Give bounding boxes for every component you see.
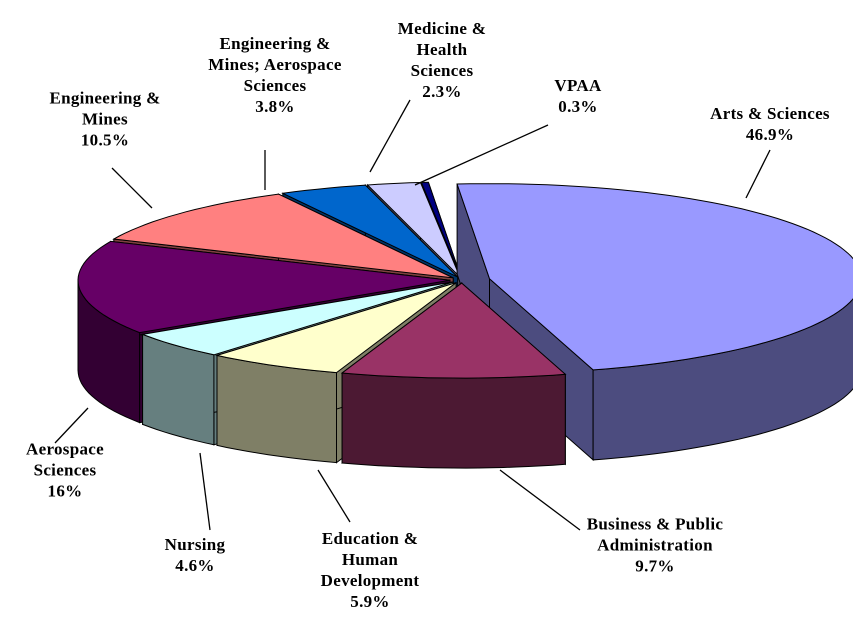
- slice-top: [366, 181, 461, 278]
- slice-top: [77, 240, 451, 334]
- slice-top: [420, 181, 462, 278]
- slice-label: Engineering & Mines 10.5%: [35, 88, 175, 151]
- slice-label: Nursing 4.6%: [140, 534, 250, 576]
- slice-top: [340, 282, 567, 379]
- slice-label: Business & Public Administration 9.7%: [560, 514, 750, 577]
- value-label: 9.7%: [635, 556, 675, 576]
- slice-top: [281, 184, 459, 278]
- pie-slice: [340, 281, 567, 469]
- value-label: 3.8%: [255, 97, 295, 116]
- slice-top: [215, 282, 457, 374]
- slice-label: Engineering & Mines; Aerospace Sciences 3…: [208, 33, 343, 117]
- slice-wall: [341, 372, 566, 469]
- slice-label: Medicine & Health Sciences 2.3%: [387, 18, 497, 102]
- category-label: Nursing: [164, 535, 226, 554]
- slice-label: Arts & Sciences 46.9%: [685, 103, 853, 145]
- slice-top: [112, 193, 454, 279]
- value-label: 10.5%: [80, 130, 130, 150]
- leader-line: [414, 124, 549, 186]
- slice-top: [140, 281, 454, 356]
- leader-line: [499, 469, 581, 531]
- leader-line: [369, 99, 411, 173]
- value-label: 0.3%: [558, 97, 598, 116]
- leader-line: [745, 149, 771, 199]
- category-label: Engineering & Mines; Aerospace Sciences: [208, 34, 342, 95]
- leader-line: [111, 167, 153, 209]
- category-label: Aerospace Sciences: [26, 439, 104, 480]
- slice-wall: [216, 354, 337, 464]
- value-label: 16%: [47, 481, 83, 501]
- slice-label: Education & Human Development 5.9%: [295, 528, 445, 612]
- category-label: Medicine & Health Sciences: [397, 19, 487, 80]
- slice-top: [456, 183, 853, 371]
- category-label: Business & Public Administration: [586, 514, 724, 555]
- category-label: Education & Human Development: [320, 529, 420, 590]
- category-label: Engineering & Mines: [49, 88, 161, 129]
- category-label: Arts & Sciences: [710, 104, 830, 123]
- leader-line: [317, 469, 351, 523]
- slice-label: VPAA 0.3%: [538, 75, 618, 117]
- category-label: VPAA: [554, 76, 602, 95]
- leader-line: [54, 407, 89, 444]
- value-label: 2.3%: [422, 82, 462, 101]
- value-label: 46.9%: [745, 125, 795, 144]
- slice-label: Aerospace Sciences 16%: [5, 439, 125, 502]
- leader-line: [199, 452, 211, 531]
- value-label: 5.9%: [350, 592, 390, 611]
- value-label: 4.6%: [175, 556, 215, 575]
